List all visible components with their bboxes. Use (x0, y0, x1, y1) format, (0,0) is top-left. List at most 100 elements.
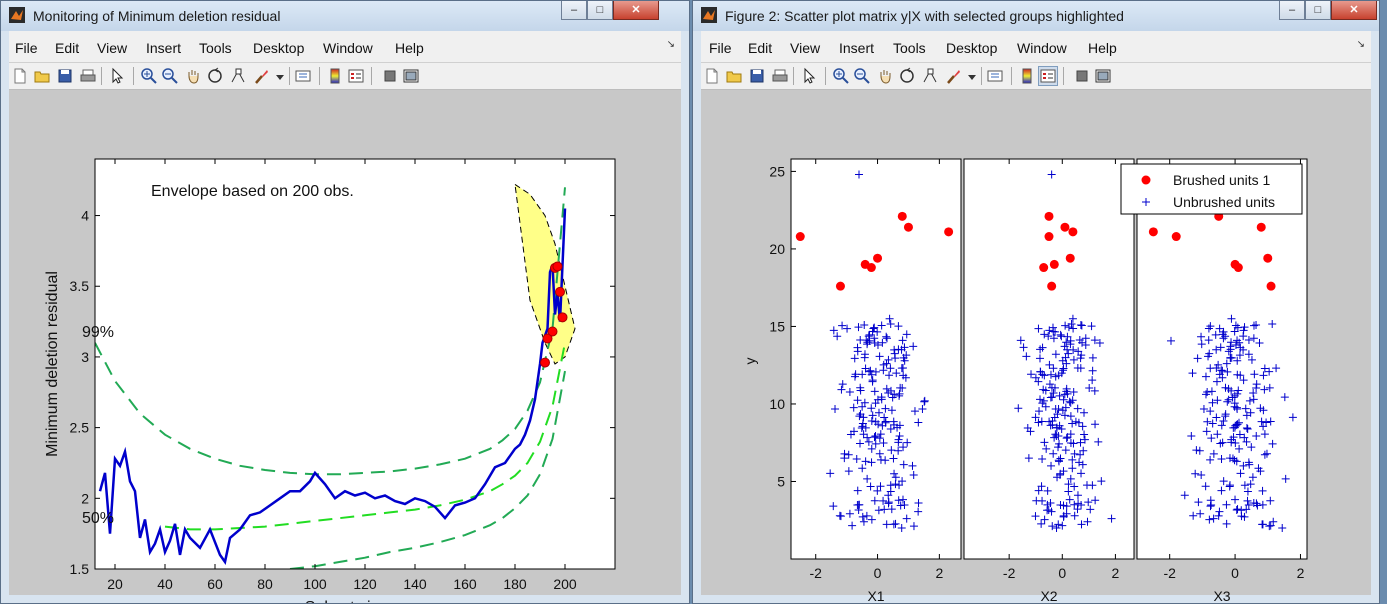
unbrushed-point (1063, 332, 1072, 341)
menu-tools[interactable]: Tools (199, 40, 232, 56)
unbrushed-point (1062, 359, 1071, 368)
unbrushed-point (1235, 444, 1244, 453)
unbrushed-point (886, 364, 895, 373)
menu-insert[interactable]: Insert (839, 40, 875, 56)
rotate-3d-button[interactable] (898, 67, 916, 85)
minimize-button[interactable]: – (1279, 1, 1305, 20)
unbrushed-point (885, 371, 894, 380)
open-file-button[interactable] (33, 67, 51, 85)
unbrushed-point (1097, 477, 1106, 486)
unbrushed-point (876, 482, 885, 491)
new-figure-button[interactable] (703, 67, 721, 85)
insert-colorbar-button[interactable] (326, 67, 344, 85)
show-plot-tools-button[interactable] (1094, 67, 1112, 85)
menu-file[interactable]: File (709, 40, 732, 56)
save-button[interactable] (748, 67, 766, 85)
brushed-point (795, 232, 805, 242)
menu-edit[interactable]: Edit (748, 40, 773, 56)
open-file-button[interactable] (725, 67, 743, 85)
unbrushed-point (861, 423, 870, 432)
unbrushed-point (867, 458, 876, 467)
hide-plot-tools-button[interactable] (1073, 67, 1091, 85)
unbrushed-point (1260, 450, 1269, 459)
menu-insert[interactable]: Insert (146, 40, 182, 56)
unbrushed-point (1195, 446, 1204, 455)
new-figure-button[interactable] (11, 67, 29, 85)
pan-hand-button[interactable] (876, 67, 894, 85)
menu-tools[interactable]: Tools (893, 40, 926, 56)
hide-plot-tools-button[interactable] (381, 67, 399, 85)
close-button[interactable]: ✕ (613, 1, 659, 20)
unbrushed-point (890, 345, 899, 354)
dock-arrow-icon[interactable]: ↘ (666, 39, 675, 50)
unbrushed-point (1180, 491, 1189, 500)
menu-edit[interactable]: Edit (55, 40, 80, 56)
monitoring-window[interactable]: Monitoring of Minimum deletion residual … (0, 0, 690, 604)
brush-button[interactable] (944, 67, 962, 85)
unbrushed-point (1049, 388, 1058, 397)
maximize-button[interactable]: □ (587, 1, 613, 20)
insert-legend-button[interactable] (347, 67, 365, 85)
minimize-button[interactable]: – (561, 1, 587, 20)
unbrushed-point (914, 418, 923, 427)
axes-box (94, 158, 616, 570)
brush-dropdown-button[interactable] (271, 67, 284, 85)
save-button[interactable] (56, 67, 74, 85)
unbrushed-point (898, 477, 907, 486)
data-cursor-button[interactable] (229, 67, 247, 85)
insert-legend-button[interactable] (1038, 66, 1058, 86)
unbrushed-point (871, 432, 880, 441)
menu-help[interactable]: Help (395, 40, 424, 56)
menu-view[interactable]: View (790, 40, 821, 56)
y-tick-label: 25 (769, 163, 785, 179)
window-titlebar[interactable]: Monitoring of Minimum deletion residual … (1, 1, 689, 31)
scatter-matrix-window[interactable]: Figure 2: Scatter plot matrix y|X with s… (692, 0, 1380, 604)
print-button[interactable] (771, 67, 789, 85)
menu-file[interactable]: File (15, 40, 38, 56)
zoom-out-button[interactable] (161, 67, 179, 85)
unbrushed-point (1055, 391, 1064, 400)
menu-view[interactable]: View (97, 40, 128, 56)
data-cursor-button[interactable] (921, 67, 939, 85)
menu-window[interactable]: Window (323, 40, 373, 56)
y-tick-label: 1.5 (70, 561, 90, 577)
unbrushed-point (1230, 327, 1239, 336)
link-plot-button[interactable] (986, 67, 1004, 85)
unbrushed-point (1249, 321, 1258, 330)
close-button[interactable]: ✕ (1331, 1, 1377, 20)
menu-desktop[interactable]: Desktop (946, 40, 998, 56)
brushed-point (1148, 227, 1158, 237)
unbrushed-point (1227, 435, 1236, 444)
edit-plot-arrow-button[interactable] (108, 67, 126, 85)
dock-arrow-icon[interactable]: ↘ (1356, 39, 1365, 50)
zoom-out-button[interactable] (853, 67, 871, 85)
insert-colorbar-button[interactable] (1018, 67, 1036, 85)
unbrushed-point (1219, 477, 1228, 486)
brush-dropdown-button[interactable] (963, 67, 976, 85)
scatter-matrix-plot[interactable]: -2 0 2 X1 5 10 15 20 25 y -2 0 2 X2 -2 0 2 X3 Brushed unit… (701, 89, 1373, 604)
edit-plot-arrow-button[interactable] (800, 67, 818, 85)
monitoring-plot[interactable]: 20 40 60 80 100 120 140 160 180 200 1.5 2 2.5 3 3.5 4 Su… (9, 89, 683, 604)
print-button[interactable] (79, 67, 97, 85)
menu-desktop[interactable]: Desktop (253, 40, 305, 56)
zoom-in-button[interactable] (140, 67, 158, 85)
unbrushed-point (1265, 367, 1274, 376)
unbrushed-point (1078, 460, 1087, 469)
link-plot-button[interactable] (294, 67, 312, 85)
show-plot-tools-icon (403, 69, 419, 83)
maximize-button[interactable]: □ (1305, 1, 1331, 20)
rotate-3d-button[interactable] (206, 67, 224, 85)
unbrushed-point (1233, 404, 1242, 413)
unbrushed-point (1088, 376, 1097, 385)
zoom-in-button[interactable] (832, 67, 850, 85)
unbrushed-point (829, 502, 838, 511)
unbrushed-point (891, 354, 900, 363)
menu-window[interactable]: Window (1017, 40, 1067, 56)
menu-help[interactable]: Help (1088, 40, 1117, 56)
pan-hand-button[interactable] (184, 67, 202, 85)
show-plot-tools-button[interactable] (402, 67, 420, 85)
unbrushed-point (1077, 351, 1086, 360)
envelope-1-line (289, 370, 566, 569)
brush-button[interactable] (252, 67, 270, 85)
window-titlebar[interactable]: Figure 2: Scatter plot matrix y|X with s… (693, 1, 1379, 31)
